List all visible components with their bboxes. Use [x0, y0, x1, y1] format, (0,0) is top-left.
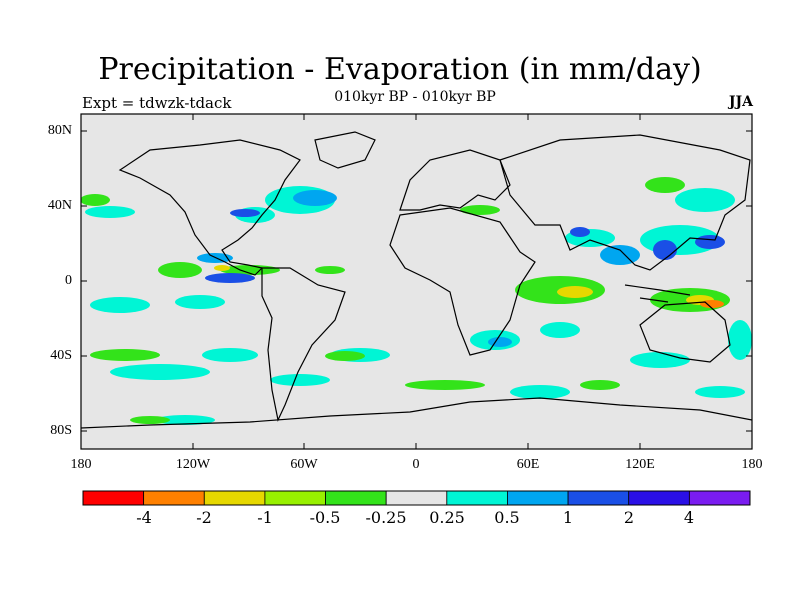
lon-tick-label: 180 [741, 457, 763, 472]
field-cyan [85, 186, 752, 425]
plot-subtitle: 010kyr BP - 010kyr BP [334, 89, 496, 105]
plot-title: Precipitation - Evaporation (in mm/day) [98, 52, 702, 87]
lat-tick-label: 0 [65, 273, 72, 288]
colorbar-swatch [628, 490, 690, 506]
colorbar-swatch [203, 490, 266, 506]
coastlines [81, 131, 752, 429]
coast-africa [389, 207, 536, 356]
coast-antarctica [81, 397, 752, 429]
lon-tick-label: 120W [175, 457, 211, 472]
coast-indonesia [624, 284, 691, 303]
colorbar-label: 1 [562, 508, 574, 527]
colorbar-label: -1 [257, 508, 273, 527]
colorbar-swatch [82, 490, 145, 506]
colorbar-swatch [325, 490, 387, 506]
coast-australia [639, 301, 731, 363]
lat-tick-label: 80S [50, 423, 72, 438]
lat-tick-label: 40N [47, 198, 72, 213]
colorbar-frame [82, 490, 751, 506]
lat-tick-label: 40S [50, 348, 72, 363]
lon-tick-label: 0 [412, 457, 420, 472]
colorbar-label: 0.5 [494, 508, 520, 527]
colorbar-swatch [567, 490, 630, 506]
lon-tick-label: 60E [516, 457, 540, 472]
coast-north-america [118, 139, 301, 276]
map-background [81, 114, 752, 449]
colorbar-swatch [385, 490, 448, 506]
colorbar-label: 2 [623, 508, 635, 527]
colorbar-label: -2 [196, 508, 212, 527]
precip-anomaly-field [81, 177, 752, 425]
axis-ticks [81, 114, 752, 449]
coast-europe [399, 149, 511, 211]
coast-asia [499, 134, 751, 271]
field-orange [700, 300, 724, 308]
coast-greenland [314, 131, 376, 169]
experiment-label: Expt = tdwzk-tdack [82, 94, 232, 112]
lon-tick-label: 60W [290, 457, 318, 472]
colorbar-label: 4 [683, 508, 695, 527]
colorbar-swatch [143, 490, 205, 506]
lon-tick-label: 180 [70, 457, 92, 472]
colorbar-swatch [688, 490, 751, 506]
colorbar [82, 490, 751, 506]
coast-south-america [261, 267, 346, 422]
colorbar-label: -0.5 [309, 508, 341, 527]
lon-tick-label: 120E [625, 457, 655, 472]
colorbar-swatch [507, 490, 569, 506]
colorbar-swatch [264, 490, 326, 506]
field-blue [205, 209, 725, 283]
colorbar-label: -4 [136, 508, 152, 527]
lat-tick-label: 80N [47, 123, 72, 138]
colorbar-swatch [446, 490, 508, 506]
colorbar-label: 0.25 [429, 508, 465, 527]
season-label: JJA [728, 94, 753, 110]
field-yellow [214, 265, 714, 305]
colorbar-label: -0.25 [365, 508, 407, 527]
